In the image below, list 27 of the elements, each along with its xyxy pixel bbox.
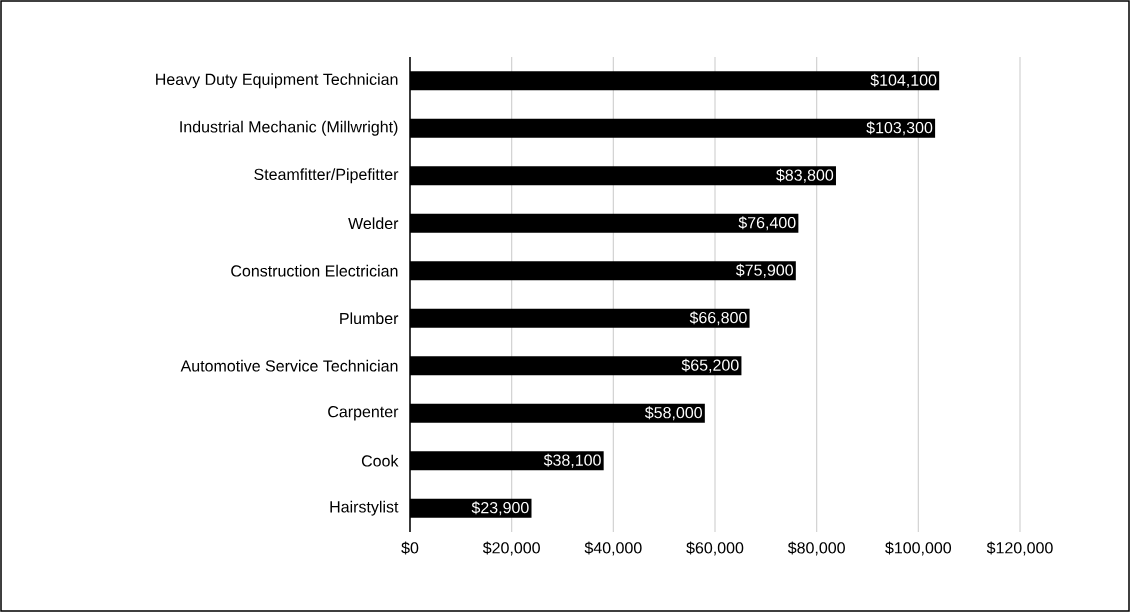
data-label: $83,800 bbox=[776, 168, 834, 183]
x-tick-label: $60,000 bbox=[686, 541, 744, 556]
y-tick-label: Steamfitter/Pipefitter bbox=[254, 168, 399, 184]
x-tick-label: $40,000 bbox=[584, 541, 642, 556]
y-tick-label: Plumber bbox=[340, 312, 399, 325]
y-tick-label: Automotive Service Technician bbox=[180, 359, 398, 372]
data-label: $23,900 bbox=[471, 501, 529, 516]
data-label: $76,400 bbox=[738, 216, 796, 231]
y-tick-label: Carpenter bbox=[328, 406, 399, 421]
y-tick-label: Cook bbox=[361, 454, 399, 467]
data-label: $103,300 bbox=[866, 121, 933, 136]
x-tick-label: $0 bbox=[401, 541, 419, 555]
data-label: $75,900 bbox=[735, 263, 793, 278]
data-label: $58,000 bbox=[644, 406, 702, 421]
x-tick-label: $100,000 bbox=[885, 541, 952, 556]
y-tick-label: Welder bbox=[348, 217, 399, 230]
data-label: $104,100 bbox=[870, 73, 937, 88]
y-tick-label: Hairstylist bbox=[330, 500, 399, 516]
y-tick-label: Industrial Mechanic (Millwright) bbox=[180, 120, 398, 136]
data-label: $66,800 bbox=[689, 311, 747, 326]
data-label: $65,200 bbox=[681, 358, 739, 373]
x-tick-label: $20,000 bbox=[482, 541, 540, 556]
y-tick-label: Heavy Duty Equipment Technician bbox=[156, 73, 398, 89]
x-tick-label: $120,000 bbox=[986, 541, 1053, 556]
x-tick-label: $80,000 bbox=[787, 541, 845, 556]
data-label: $38,100 bbox=[543, 453, 601, 468]
y-tick-label: Construction Electrician bbox=[231, 264, 398, 277]
